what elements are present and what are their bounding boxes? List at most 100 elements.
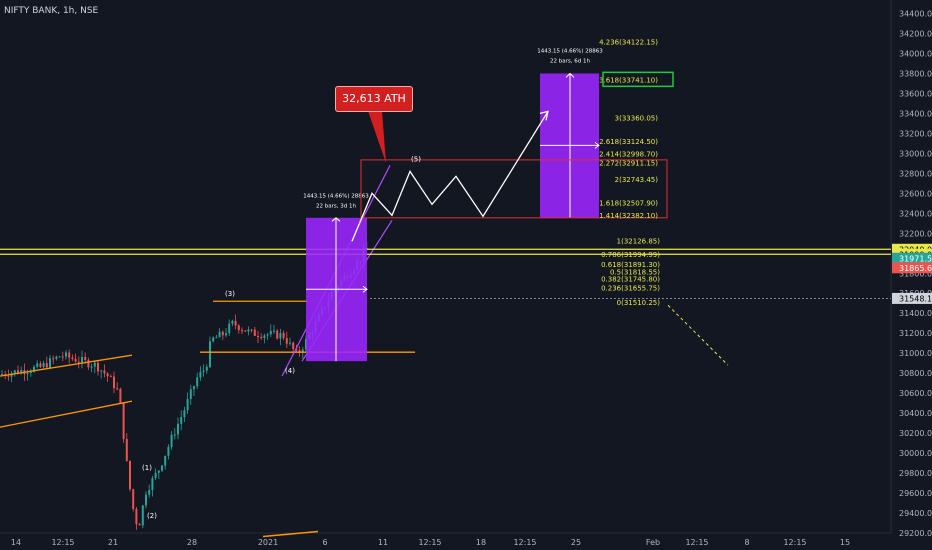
resistance-zone (360, 159, 668, 219)
candle (39, 363, 42, 367)
y-tick-label: 31200.00 (899, 329, 932, 338)
candle (257, 335, 259, 337)
candle (225, 333, 227, 336)
candle (164, 455, 167, 466)
wave-label: (4) (285, 367, 295, 375)
fib-label: 0.382(31745.80) (601, 276, 660, 284)
x-tick-label: 11 (378, 538, 388, 547)
candle (231, 320, 234, 324)
candle (241, 330, 243, 332)
fib-label: 2.618(33124.50) (599, 138, 658, 146)
arrow-head (565, 72, 575, 78)
candle (167, 446, 170, 456)
candle (7, 375, 10, 377)
candle (218, 331, 221, 338)
x-tick-label: 12:15 (418, 538, 441, 547)
y-tick-label: 29400.00 (899, 509, 932, 518)
candle (205, 366, 208, 371)
fib-label: 1(32126.85) (617, 238, 661, 246)
candle (148, 490, 151, 495)
candle (77, 361, 80, 363)
candle (132, 489, 135, 510)
arrow-head (362, 285, 368, 293)
y-tick-label: 31800.00 (899, 269, 932, 278)
candle (109, 376, 112, 378)
candle (61, 356, 64, 358)
candle (289, 342, 291, 344)
arrow-head (331, 217, 341, 222)
candle (237, 325, 240, 331)
candle (234, 320, 237, 326)
candle (106, 373, 109, 377)
y-tick-label: 33600.00 (899, 89, 932, 98)
y-tick-label: 33800.00 (899, 69, 932, 78)
candle (183, 410, 186, 418)
candle (26, 372, 29, 375)
candle (84, 356, 87, 360)
measure-label: 1443.15 (4.66%) 28863 (303, 193, 369, 199)
y-tick-label: 31000.00 (899, 349, 932, 358)
x-tick-label: 2021 (258, 538, 278, 547)
y-tick-label: 32600.00 (899, 189, 932, 198)
x-tick-label: 21 (108, 538, 118, 547)
projected-wave-path (351, 111, 549, 242)
fib-label: 3.618(33741.10) (599, 76, 658, 84)
candle (151, 478, 154, 491)
candle (135, 509, 138, 525)
x-tick-label: 18 (476, 538, 486, 547)
candle (196, 377, 199, 387)
candle (113, 376, 115, 389)
candle (247, 329, 250, 332)
x-tick-label: Feb (646, 538, 660, 547)
candle (65, 352, 67, 357)
candle (260, 336, 263, 339)
fib-label: 2.272(32911.15) (599, 159, 658, 167)
candle (87, 359, 90, 368)
x-tick-label: 15 (840, 538, 850, 547)
candle (269, 330, 272, 335)
candle (250, 329, 253, 331)
candle (276, 330, 279, 339)
candle (125, 439, 128, 461)
y-tick-label: 32200.00 (899, 229, 932, 238)
candle (154, 472, 157, 479)
price-tag (892, 262, 932, 274)
candle (273, 330, 275, 332)
candle (1, 374, 3, 376)
candle (209, 341, 211, 367)
candle (17, 370, 19, 374)
ath-callout-pointer (368, 111, 386, 163)
y-tick-label: 31400.00 (899, 309, 932, 318)
y-tick-label: 33400.00 (899, 109, 932, 118)
candle (177, 423, 179, 435)
candle (145, 494, 147, 506)
price-tag-label: 31971.50 (899, 254, 932, 263)
x-tick-label: 12:15 (685, 538, 708, 547)
wave-label: (5) (411, 155, 421, 163)
candle (189, 389, 192, 400)
measure-label: 22 bars, 3d 1h (316, 203, 356, 209)
candle (298, 350, 301, 353)
candle (58, 356, 61, 358)
x-tick-label: 12:15 (783, 538, 806, 547)
price-tag (892, 292, 932, 304)
candle (103, 370, 106, 374)
candle (74, 358, 77, 362)
wave-label: (1) (142, 464, 152, 472)
x-tick-label: 6 (322, 538, 327, 547)
candle (170, 434, 173, 447)
price-tag-label: 31865.60 (899, 264, 932, 273)
fib-label: 0.5(31818.55) (610, 268, 660, 276)
x-tick-label: 12:15 (513, 538, 536, 547)
y-tick-label: 34000.00 (899, 49, 932, 58)
candle (29, 371, 32, 373)
candle (81, 356, 83, 363)
x-tick-label: 25 (571, 538, 581, 547)
candle (173, 434, 176, 436)
candle (292, 342, 295, 349)
candle (129, 460, 131, 490)
candle (282, 333, 285, 339)
fib-label: 0.786(31994.99) (601, 251, 660, 259)
fib-label: 2.414(32998.70) (599, 151, 658, 159)
